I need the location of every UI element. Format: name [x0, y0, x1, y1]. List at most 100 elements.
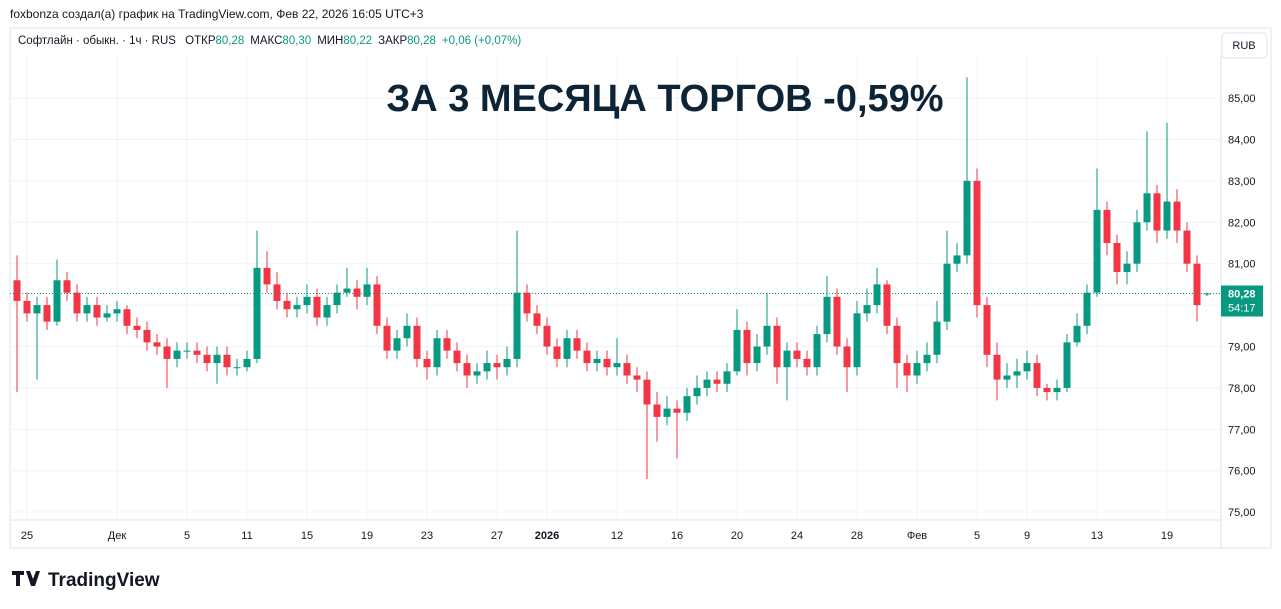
candle-body — [43, 305, 51, 322]
candle-body — [443, 338, 451, 351]
candle-body — [983, 305, 991, 355]
candle-body — [33, 305, 41, 314]
candle-body — [243, 358, 251, 368]
candle-body — [623, 363, 631, 376]
chart-title: ЗА 3 МЕСЯЦА ТОРГОВ -0,59% — [386, 78, 943, 120]
x-tick-label: 19 — [1161, 530, 1173, 542]
candle-body — [323, 305, 331, 318]
candle-body — [303, 296, 311, 306]
candle-body — [713, 379, 721, 384]
candle-body — [183, 350, 191, 352]
candle-body — [963, 180, 971, 256]
currency-button[interactable] — [1221, 32, 1268, 59]
y-tick-label: 78,00 — [1228, 383, 1256, 395]
x-tick-label: 25 — [21, 530, 33, 542]
candle-body — [853, 313, 861, 368]
candle-body — [333, 292, 341, 306]
candle-body — [603, 358, 611, 368]
candle-body — [403, 325, 411, 339]
candle-body — [393, 338, 401, 351]
candle-body — [883, 284, 891, 326]
candle-body — [1153, 193, 1161, 231]
x-tick-label: 24 — [791, 530, 803, 542]
candle-body — [163, 346, 171, 359]
candle-body — [253, 267, 261, 359]
candle-body — [873, 284, 881, 306]
y-tick-label: 84,00 — [1228, 134, 1256, 146]
x-tick-label: 27 — [491, 530, 503, 542]
candle-body — [413, 325, 421, 359]
field-name: ЗАКР — [378, 35, 408, 47]
field-name: ОТКР — [185, 35, 216, 47]
change: +0,06 (+0,07%) — [441, 35, 522, 47]
candle-body — [193, 350, 201, 355]
currency-label[interactable]: RUB — [1232, 40, 1255, 52]
candle-body — [53, 280, 61, 322]
candle-body — [793, 350, 801, 359]
candle-body — [643, 379, 651, 405]
candle-body — [773, 325, 781, 368]
last-price-label: 80,28 — [1228, 289, 1256, 301]
candle-body — [863, 305, 871, 314]
candle-body — [1103, 209, 1111, 243]
candle-body — [153, 342, 161, 347]
candle-body — [543, 325, 551, 347]
candle-body — [573, 338, 581, 351]
candle-body — [143, 329, 151, 343]
field-name: МАКС — [250, 35, 283, 47]
y-tick-label: 82,00 — [1228, 217, 1256, 229]
candle-body — [273, 284, 281, 301]
y-tick-label: 81,00 — [1228, 259, 1256, 271]
y-tick-label: 83,00 — [1228, 176, 1256, 188]
candle-body — [593, 358, 601, 364]
candle-body — [943, 263, 951, 322]
candle-body — [583, 350, 591, 364]
x-tick-label: 20 — [731, 530, 743, 542]
candle-body — [173, 350, 181, 359]
candle-body — [913, 363, 921, 376]
x-tick-label: 28 — [851, 530, 863, 542]
candle-body — [1113, 242, 1121, 272]
last-price-box — [1221, 285, 1263, 317]
field-value: 80,22 — [343, 35, 373, 47]
candle-body — [703, 379, 711, 388]
candle-body — [1173, 201, 1181, 231]
candle-body — [63, 280, 71, 293]
candle-body — [1003, 375, 1011, 380]
candle-body — [103, 313, 111, 318]
candle-body — [753, 346, 761, 364]
candle-body — [73, 292, 81, 314]
y-tick-label: 76,00 — [1228, 466, 1256, 478]
candle-body — [293, 305, 301, 310]
field-value: 80,28 — [215, 35, 245, 47]
candle-body — [1063, 342, 1071, 388]
candle-body — [553, 346, 561, 359]
candle-body — [833, 296, 841, 347]
chart-frame — [9, 27, 1272, 549]
field-value: 80,30 — [282, 35, 312, 47]
candle-body — [953, 255, 961, 264]
candle-body — [343, 288, 351, 293]
symbol-legend: Софтлайн · обыкн. · 1ч · RUS ОТКР80,28 МА… — [18, 35, 521, 47]
countdown: 54:17 — [1228, 303, 1256, 315]
candle-body — [613, 363, 621, 368]
candle-body — [813, 334, 821, 368]
x-tick-label: 9 — [1024, 530, 1030, 542]
candle-body — [763, 325, 771, 347]
candle-body — [203, 354, 211, 364]
x-tick-label: 2026 — [535, 530, 559, 542]
candle-body — [683, 396, 691, 413]
candle-body — [693, 387, 701, 397]
y-tick-label: 77,00 — [1228, 424, 1256, 436]
symbol: Софтлайн · обыкн. · 1ч · RUS — [18, 35, 176, 47]
candle-body — [313, 296, 321, 318]
candle-body — [1183, 230, 1191, 264]
candle-body — [1123, 263, 1131, 272]
candle-body — [1043, 387, 1051, 393]
y-tick-label: 85,00 — [1228, 93, 1256, 105]
field-name: МИН — [317, 35, 344, 47]
candle-body — [1193, 263, 1201, 306]
x-tick-label: 12 — [611, 530, 623, 542]
candle-body — [363, 284, 371, 297]
